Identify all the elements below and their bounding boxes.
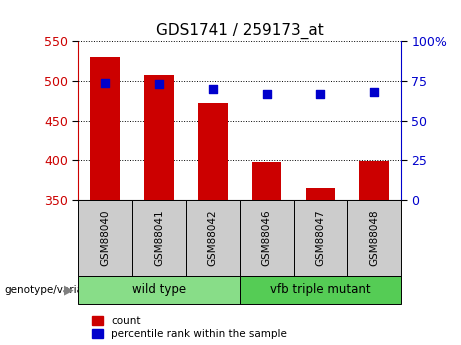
Point bbox=[317, 91, 324, 97]
Point bbox=[155, 81, 163, 87]
Text: ▶: ▶ bbox=[64, 283, 74, 296]
Text: GSM88040: GSM88040 bbox=[100, 210, 110, 266]
Point bbox=[263, 91, 270, 97]
Text: wild type: wild type bbox=[132, 283, 186, 296]
Point bbox=[371, 89, 378, 95]
Text: genotype/variation: genotype/variation bbox=[5, 285, 104, 295]
Bar bbox=[90, 57, 120, 200]
Text: GSM88046: GSM88046 bbox=[261, 210, 272, 266]
Point bbox=[101, 80, 109, 86]
Text: vfb triple mutant: vfb triple mutant bbox=[270, 283, 371, 296]
Bar bbox=[252, 162, 281, 200]
Text: GSM88048: GSM88048 bbox=[369, 210, 379, 266]
Legend: count, percentile rank within the sample: count, percentile rank within the sample bbox=[88, 312, 291, 343]
Text: GSM88047: GSM88047 bbox=[315, 210, 325, 266]
Point bbox=[209, 86, 217, 92]
Text: GSM88042: GSM88042 bbox=[208, 210, 218, 266]
Title: GDS1741 / 259173_at: GDS1741 / 259173_at bbox=[156, 22, 324, 39]
Bar bbox=[198, 103, 228, 200]
Bar bbox=[306, 188, 335, 200]
Text: GSM88041: GSM88041 bbox=[154, 210, 164, 266]
Bar bbox=[360, 161, 389, 200]
Bar bbox=[144, 75, 174, 200]
